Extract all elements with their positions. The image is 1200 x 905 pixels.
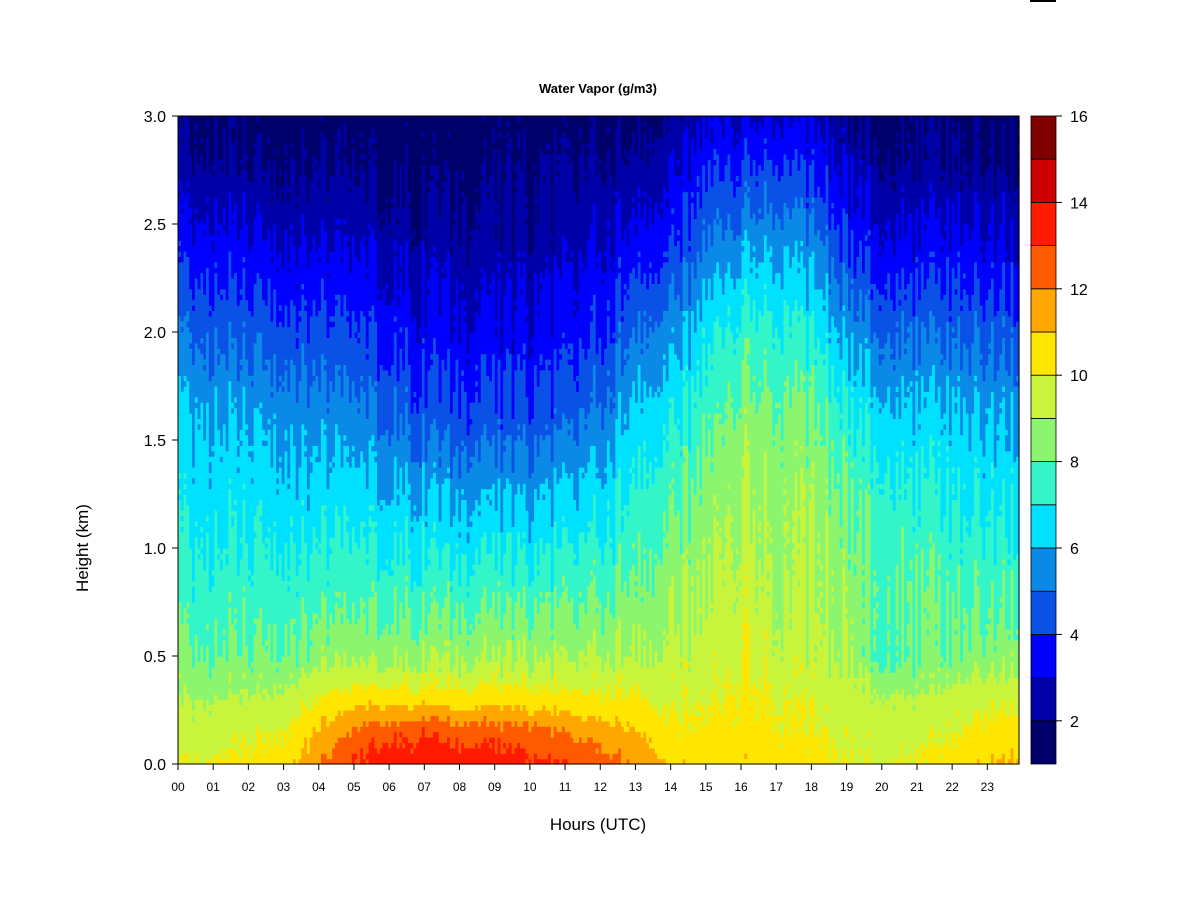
heatmap-cells [178,116,1020,765]
chart-title: Water Vapor (g/m3) [539,81,657,96]
x-axis-label: Hours (UTC) [550,815,646,834]
y-axis-label: Height (km) [73,504,92,592]
